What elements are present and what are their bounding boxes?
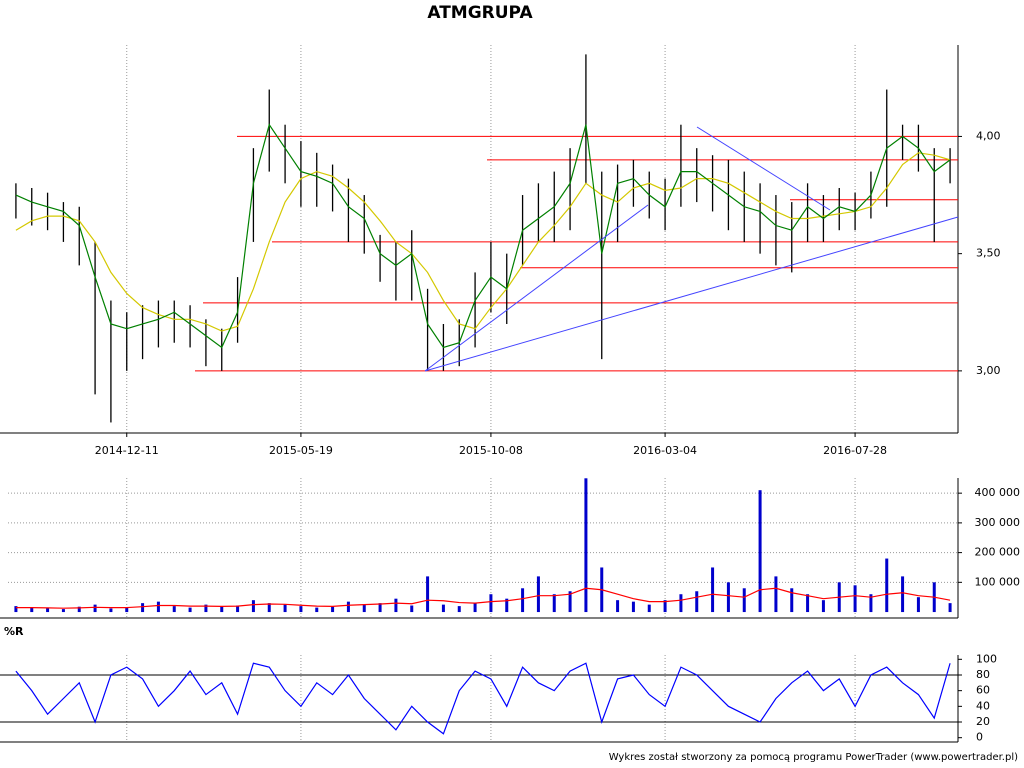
y-tick-label: 3,00 xyxy=(976,364,1001,377)
volume-bar xyxy=(220,606,224,613)
volume-bar xyxy=(663,600,667,613)
volume-bar xyxy=(394,598,398,613)
trend-lines xyxy=(424,126,959,372)
volume-bar xyxy=(441,604,445,613)
x-tick-label: 2015-10-08 xyxy=(459,444,523,457)
volume-bar xyxy=(61,609,65,613)
volume-bar xyxy=(631,601,635,613)
volume-bar xyxy=(236,605,240,613)
volume-bar xyxy=(331,606,335,613)
volume-bar xyxy=(109,608,113,613)
trend-line xyxy=(696,126,831,211)
volume-bar xyxy=(916,597,920,613)
y-tick-label: 100 000 xyxy=(975,575,1021,588)
volume-bar xyxy=(489,594,493,613)
line-ma xyxy=(15,152,951,332)
volume-bar xyxy=(647,604,651,613)
volume-bar xyxy=(299,606,303,613)
trend-line xyxy=(424,216,959,372)
volume-bar xyxy=(46,608,50,613)
volume-bar xyxy=(568,591,572,613)
volume-bar xyxy=(204,604,208,613)
volume-bar xyxy=(378,603,382,613)
y-tick-label: 4,00 xyxy=(976,129,1001,142)
volume-bar xyxy=(821,600,825,613)
volume-bar xyxy=(283,604,287,613)
volume-bar xyxy=(30,607,34,613)
volume-bar xyxy=(869,594,873,613)
volume-bar xyxy=(188,607,192,613)
y-tick-label: 400 000 xyxy=(975,486,1021,499)
volume-bar xyxy=(726,582,730,613)
volume-bar xyxy=(14,606,18,613)
y-tick-label: 20 xyxy=(976,715,990,728)
volume-bar xyxy=(536,576,540,613)
volume-bar xyxy=(679,594,683,613)
footer: Wykres został stworzony za pomocą progra… xyxy=(609,752,1018,763)
volume-bar xyxy=(853,585,857,613)
volume-bar xyxy=(426,576,430,613)
volume-bar xyxy=(742,588,746,613)
y-tick-label: 60 xyxy=(976,684,990,697)
volume-bar xyxy=(505,598,509,613)
volume-bar xyxy=(362,604,366,613)
x-tick-label: 2015-05-19 xyxy=(269,444,333,457)
volume-bar xyxy=(948,603,952,613)
volume-bar xyxy=(790,588,794,613)
volume-bar xyxy=(806,594,810,613)
volume-bar xyxy=(711,567,715,613)
x-tick-label: 2016-07-28 xyxy=(823,444,887,457)
y-tick-label: 40 xyxy=(976,699,990,712)
x-tick-label: 2014-12-11 xyxy=(95,444,159,457)
y-tick-label: 0 xyxy=(976,731,983,744)
volume-bar xyxy=(410,605,414,613)
volume-bar xyxy=(616,600,620,613)
y-tick-label: 200 000 xyxy=(975,546,1021,559)
volume-bar xyxy=(473,603,477,613)
volume-bar xyxy=(93,604,97,613)
x-tick-label: 2016-03-04 xyxy=(633,444,697,457)
volume-bar xyxy=(156,601,160,613)
volume-bar xyxy=(77,606,81,613)
chart-title: ATMGRUPA xyxy=(427,3,533,23)
volume-bar xyxy=(267,603,271,613)
volume-bar xyxy=(584,478,588,613)
volume-bar xyxy=(885,558,889,613)
volume-bar xyxy=(172,606,176,613)
volume-bar xyxy=(901,576,905,613)
volume-bar xyxy=(315,607,319,613)
volume-bar xyxy=(125,607,129,613)
volume-bar xyxy=(141,603,145,613)
oscillator-line xyxy=(15,662,951,735)
panel-title: %R xyxy=(4,625,24,638)
volume-bar xyxy=(346,601,350,613)
volume-bar xyxy=(457,606,461,613)
volume-bar xyxy=(695,591,699,613)
volume-bar xyxy=(521,588,525,613)
y-tick-label: 100 xyxy=(976,652,997,665)
volume-bar xyxy=(251,600,255,613)
volume-ma xyxy=(15,587,951,609)
y-tick-label: 300 000 xyxy=(975,516,1021,529)
trend-line xyxy=(424,204,649,372)
volume-bar xyxy=(774,576,778,613)
y-tick-label: 3,50 xyxy=(976,247,1001,260)
y-tick-label: 80 xyxy=(976,668,990,681)
line-close xyxy=(15,123,951,349)
volume-bar xyxy=(758,490,762,613)
volume-bar xyxy=(552,594,556,613)
